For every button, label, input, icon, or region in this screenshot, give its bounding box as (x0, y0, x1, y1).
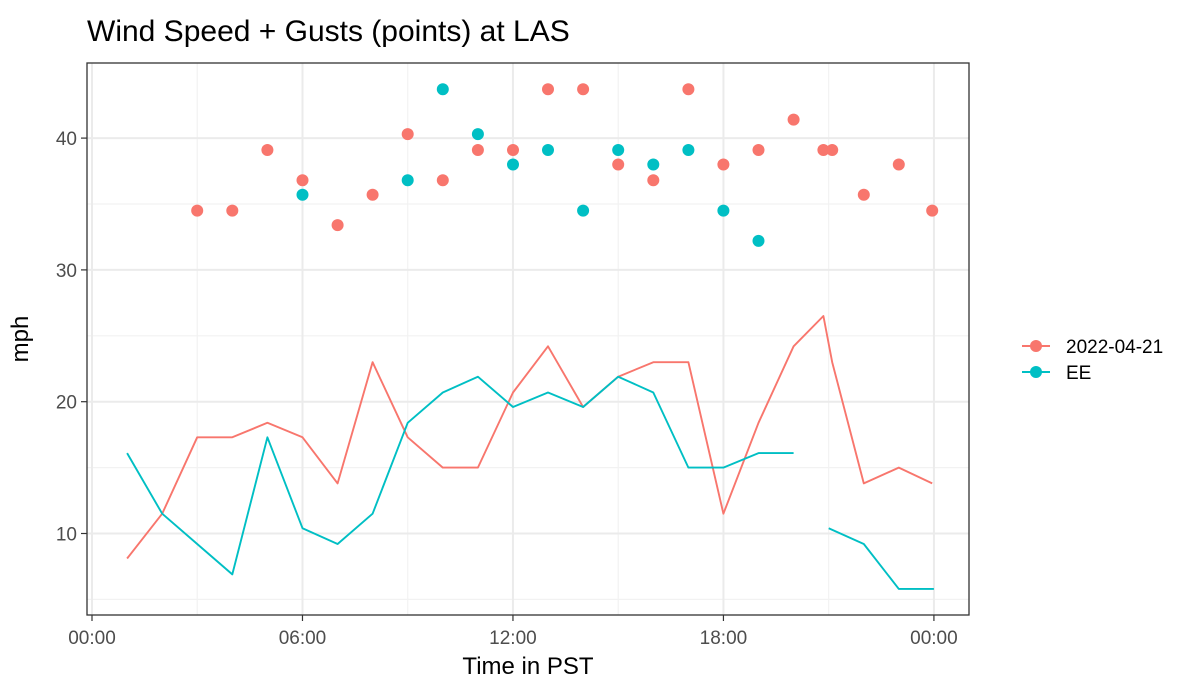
gust-point-2 (717, 204, 730, 217)
x-tick-label: 00:00 (910, 628, 958, 649)
axis-ticks: 00:00 06:00 12:00 18:00 00:00 10 20 30 40 (56, 129, 958, 649)
y-tick-label: 40 (56, 129, 77, 150)
gust-point-2 (577, 204, 590, 217)
gust-point-1 (226, 204, 239, 217)
gust-point-1 (647, 174, 660, 187)
gust-point-1 (682, 83, 695, 96)
gust-point-1 (787, 113, 800, 126)
gust-point-2 (542, 144, 554, 156)
gust-point-1 (191, 204, 204, 217)
x-tick-label: 06:00 (279, 628, 327, 649)
gust-point-2 (682, 144, 695, 156)
legend-label: 2022-04-21 (1066, 337, 1163, 358)
legend-key-point (1030, 366, 1042, 378)
series-line-2 (828, 527, 934, 590)
gust-point-1 (892, 158, 905, 171)
gust-point-1 (612, 158, 625, 171)
gust-point-1 (542, 83, 554, 96)
gust-point-1 (366, 188, 379, 201)
gust-point-1 (577, 83, 590, 96)
gust-point-1 (857, 188, 870, 201)
legend-key-point (1030, 340, 1042, 352)
x-tick-label: 00:00 (68, 628, 116, 649)
gust-point-2 (612, 144, 625, 156)
gust-point-1 (436, 174, 449, 187)
gust-point-2 (752, 234, 765, 247)
y-tick-label: 30 (56, 261, 77, 282)
gust-point-1 (471, 144, 484, 156)
y-axis-title: mph (7, 316, 34, 363)
gust-point-2 (296, 188, 309, 201)
gust-point-1 (296, 174, 309, 187)
gust-point-1 (717, 158, 730, 171)
y-tick-label: 20 (56, 393, 77, 414)
chart-title: Wind Speed + Gusts (points) at LAS (87, 15, 570, 48)
gust-point-2 (507, 158, 519, 171)
x-tick-label: 18:00 (700, 628, 748, 649)
gust-point-1 (826, 144, 839, 156)
x-axis-title: Time in PST (462, 653, 593, 680)
gust-point-1 (817, 144, 830, 156)
wind-speed-lines (126, 315, 934, 590)
plot-border (86, 62, 970, 616)
gust-point-1 (926, 204, 939, 217)
y-tick-label: 10 (56, 525, 77, 546)
gust-points (191, 83, 939, 247)
gust-point-1 (261, 144, 274, 156)
gust-point-2 (471, 128, 484, 141)
gust-point-2 (647, 158, 660, 171)
gust-point-1 (507, 144, 519, 156)
gust-point-2 (401, 174, 414, 187)
legend: 2022-04-21 EE (1022, 337, 1163, 384)
gust-point-2 (436, 83, 449, 96)
series-line-1 (126, 315, 933, 560)
gust-point-1 (752, 144, 765, 156)
x-tick-label: 12:00 (489, 628, 537, 649)
gust-point-1 (401, 128, 414, 141)
series-line-2 (126, 375, 794, 576)
legend-label: EE (1066, 363, 1091, 384)
gust-point-1 (331, 219, 344, 232)
